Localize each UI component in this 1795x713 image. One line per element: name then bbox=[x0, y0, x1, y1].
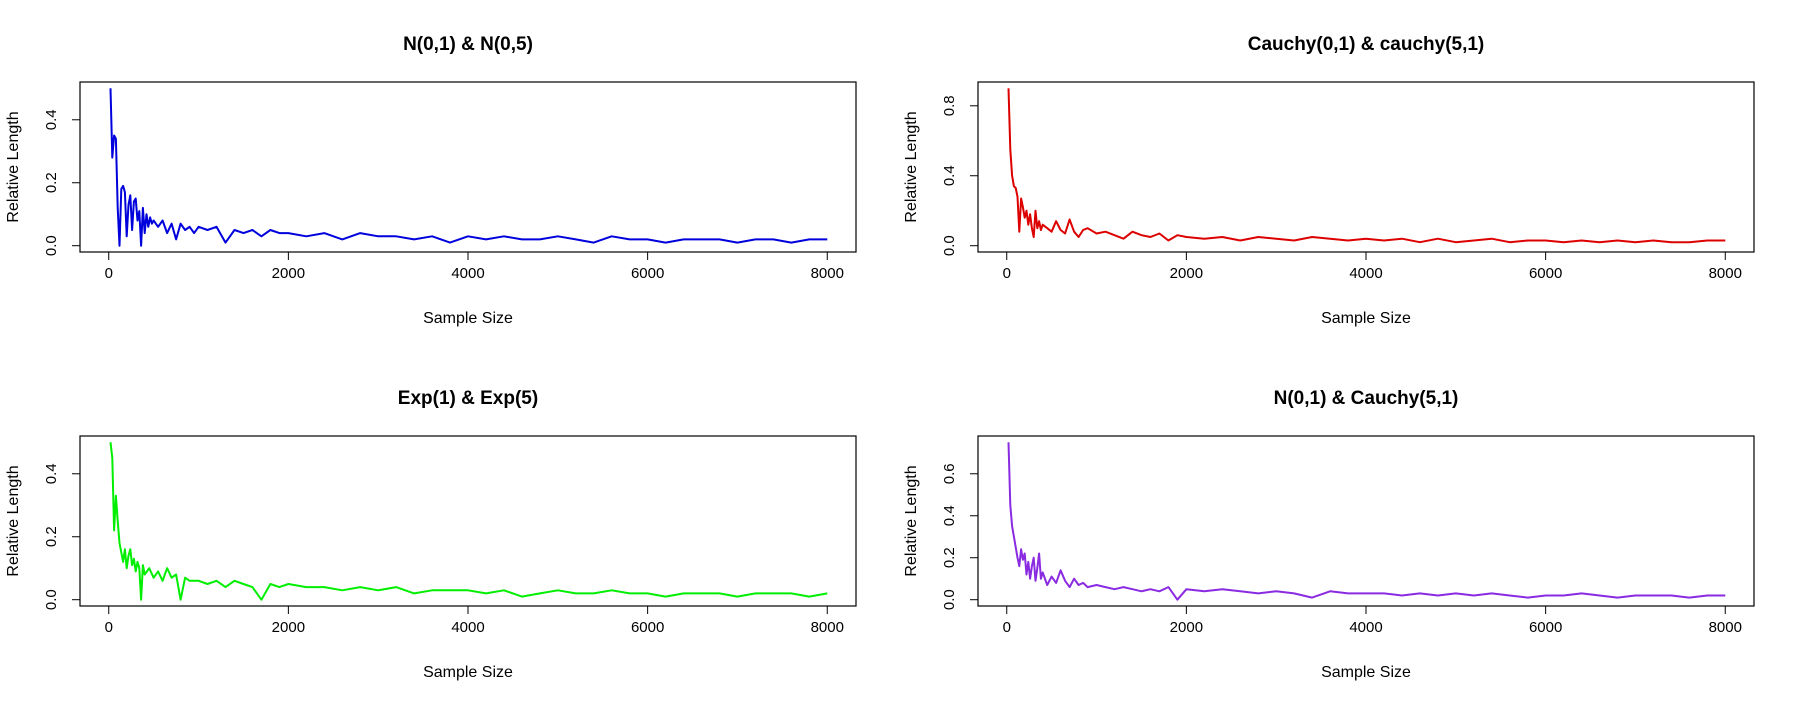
x-tick-label: 8000 bbox=[1709, 265, 1742, 282]
x-tick-label: 2000 bbox=[272, 619, 305, 636]
chart-title: Cauchy(0,1) & cauchy(5,1) bbox=[1248, 34, 1485, 55]
x-tick-label: 6000 bbox=[631, 265, 664, 282]
plot-frame bbox=[79, 81, 857, 253]
x-tick-label: 4000 bbox=[451, 619, 484, 636]
y-tick-label: 0.8 bbox=[941, 95, 958, 116]
y-tick-label: 0.2 bbox=[43, 172, 60, 193]
x-tick-label: 2000 bbox=[1170, 619, 1203, 636]
y-axis-label: Relative Length bbox=[903, 465, 920, 576]
x-tick-label: 4000 bbox=[451, 265, 484, 282]
x-axis-label: Sample Size bbox=[1321, 664, 1411, 681]
y-tick-label: 0.4 bbox=[941, 505, 958, 526]
x-tick-label: 8000 bbox=[811, 619, 844, 636]
x-axis-label: Sample Size bbox=[423, 664, 513, 681]
x-tick-label: 6000 bbox=[1529, 265, 1562, 282]
y-axis-label: Relative Length bbox=[903, 111, 920, 222]
y-tick-label: 0.0 bbox=[43, 589, 60, 610]
chart-panel-3: Exp(1) & Exp(5) 0 2000 4000 6000 8000 0.0 0.2 0.… bbox=[5, 388, 857, 681]
chart-panel-4: N(0,1) & Cauchy(5,1) 0 2000 4000 6000 8000 0.0… bbox=[903, 388, 1755, 681]
x-tick-label: 2000 bbox=[1170, 265, 1203, 282]
y-tick-label: 0.0 bbox=[43, 235, 60, 256]
x-tick-label: 8000 bbox=[1709, 619, 1742, 636]
series-line-1 bbox=[1007, 442, 1726, 601]
x-tick-label: 0 bbox=[1003, 265, 1011, 282]
y-tick-label: 0.4 bbox=[43, 109, 60, 130]
y-tick-label: 0.0 bbox=[941, 235, 958, 256]
chart-panel-2: Cauchy(0,1) & cauchy(5,1) 0 2000 4000 6000 80… bbox=[903, 34, 1755, 327]
plot-frame bbox=[977, 435, 1755, 607]
y-tick-label: 0.0 bbox=[941, 589, 958, 610]
x-tick-label: 4000 bbox=[1349, 619, 1382, 636]
chart-title: N(0,1) & N(0,5) bbox=[403, 34, 533, 55]
x-tick-label: 6000 bbox=[1529, 619, 1562, 636]
series-line-1 bbox=[109, 88, 828, 247]
series-line-1 bbox=[1007, 88, 1726, 244]
plot-frame bbox=[977, 81, 1755, 253]
x-axis-label: Sample Size bbox=[1321, 310, 1411, 327]
y-tick-label: 0.2 bbox=[941, 547, 958, 568]
chart-panel-1: N(0,1) & N(0,5) 0 2000 4000 6000 8000 0.0 0.2 0.… bbox=[5, 34, 857, 327]
x-tick-label: 0 bbox=[105, 265, 113, 282]
y-tick-label: 0.4 bbox=[941, 165, 958, 186]
y-axis-label: Relative Length bbox=[5, 111, 22, 222]
x-tick-label: 2000 bbox=[272, 265, 305, 282]
x-tick-label: 0 bbox=[1003, 619, 1011, 636]
x-tick-label: 6000 bbox=[631, 619, 664, 636]
x-axis-label: Sample Size bbox=[423, 310, 513, 327]
x-tick-label: 8000 bbox=[811, 265, 844, 282]
y-tick-label: 0.4 bbox=[43, 463, 60, 484]
x-tick-label: 0 bbox=[105, 619, 113, 636]
chart-title: N(0,1) & Cauchy(5,1) bbox=[1274, 388, 1459, 409]
chart-title: Exp(1) & Exp(5) bbox=[398, 388, 538, 409]
y-axis-label: Relative Length bbox=[5, 465, 22, 576]
y-tick-label: 0.6 bbox=[941, 463, 958, 484]
x-tick-label: 4000 bbox=[1349, 265, 1382, 282]
y-tick-label: 0.2 bbox=[43, 526, 60, 547]
series-line-1 bbox=[109, 442, 828, 601]
